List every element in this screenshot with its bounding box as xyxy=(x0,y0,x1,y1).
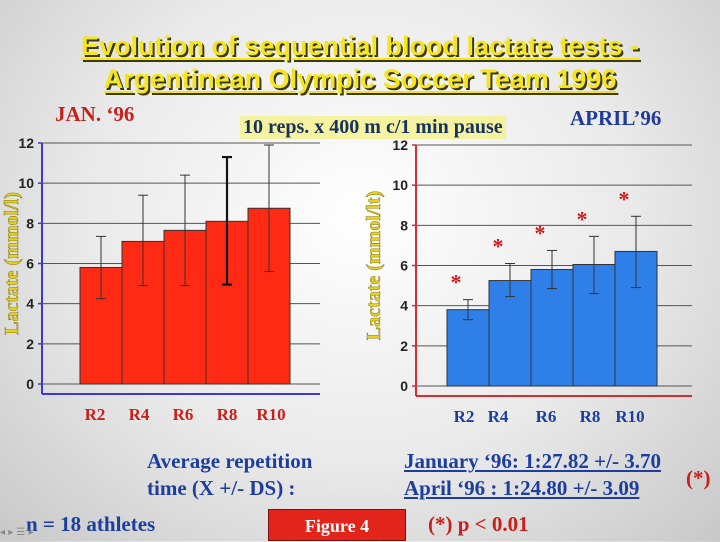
x-tick-label: R6 xyxy=(173,405,194,424)
significance-marker: (*) xyxy=(686,466,711,490)
slide-title: Evolution of sequential blood lactate te… xyxy=(0,30,720,96)
x-tick-label: R10 xyxy=(615,407,644,426)
x-tick-label: R4 xyxy=(129,405,150,424)
y-tick-label: 6 xyxy=(400,258,408,274)
repetition-times: January ‘96: 1:27.82 +/- 3.70 April ‘96 … xyxy=(404,448,661,502)
y-tick-label: 0 xyxy=(400,378,408,394)
chart-april: 0 2 4 6 8 10 12 * * * * * R2 R4 R6 R8 R10 Lactate (mmol/l… xyxy=(363,137,692,426)
significance-asterisk: * xyxy=(619,186,630,211)
y-tick-label: 2 xyxy=(400,338,408,354)
title-line-2: Argentinean Olympic Soccer Team 1996 xyxy=(103,64,617,94)
protocol-label: 10 reps. x 400 m c/1 min pause xyxy=(240,116,506,139)
y-axis-label: Lactate (mmol/lt) xyxy=(363,191,385,340)
x-tick-label: R8 xyxy=(580,407,601,426)
x-tick-label: R10 xyxy=(256,405,285,424)
y-tick-label: 4 xyxy=(400,298,408,314)
x-tick-label: R2 xyxy=(85,405,106,424)
y-tick-label: 12 xyxy=(18,135,34,151)
slide-navigation-icons[interactable]: ◂ ▸ ☰ ▸ xyxy=(0,527,34,538)
chart-january: 0 2 4 6 8 10 12 R2 R4 R6 R8 R10 Lactate (mmol/l) xyxy=(1,135,320,424)
significance-asterisk: * xyxy=(451,270,462,295)
average-time-label-line-1: Average repetition xyxy=(147,449,313,473)
y-tick-label: 6 xyxy=(26,256,34,272)
time-april: April ‘96 : 1:24.80 +/- 3.09 xyxy=(404,476,640,500)
time-january: January ‘96: 1:27.82 +/- 3.70 xyxy=(404,449,661,473)
y-tick-label: 2 xyxy=(26,336,34,352)
y-tick-label: 12 xyxy=(392,137,408,153)
significance-asterisk: * xyxy=(577,206,588,231)
x-tick-label: R2 xyxy=(454,407,475,426)
y-tick-label: 10 xyxy=(392,177,408,193)
y-tick-label: 10 xyxy=(18,175,34,191)
athletes-count: n = 18 athletes xyxy=(26,512,156,536)
x-tick-label: R6 xyxy=(536,407,557,426)
significance-asterisk: * xyxy=(535,220,546,245)
y-tick-label: 8 xyxy=(26,215,34,231)
p-value-note: (*) p < 0.01 xyxy=(428,512,529,536)
bar-R4 xyxy=(488,280,532,387)
x-tick-label: R8 xyxy=(217,405,238,424)
right-period-label: APRIL’96 xyxy=(570,106,662,130)
average-time-label-line-2: time (X +/- DS) : xyxy=(147,476,296,500)
y-tick-label: 8 xyxy=(400,217,408,233)
y-axis-label: Lactate (mmol/l) xyxy=(1,192,23,335)
left-period-label: JAN. ‘96 xyxy=(55,102,135,126)
bar-R2 xyxy=(446,309,490,387)
title-line-1: Evolution of sequential blood lactate te… xyxy=(80,31,640,61)
x-tick-label: R4 xyxy=(488,407,509,426)
figure-label: Figure 4 xyxy=(268,509,406,541)
y-tick-label: 4 xyxy=(26,296,34,312)
y-tick-label: 0 xyxy=(26,376,34,392)
significance-asterisk: * xyxy=(493,233,504,258)
average-time-label: Average repetition time (X +/- DS) : xyxy=(147,448,312,502)
